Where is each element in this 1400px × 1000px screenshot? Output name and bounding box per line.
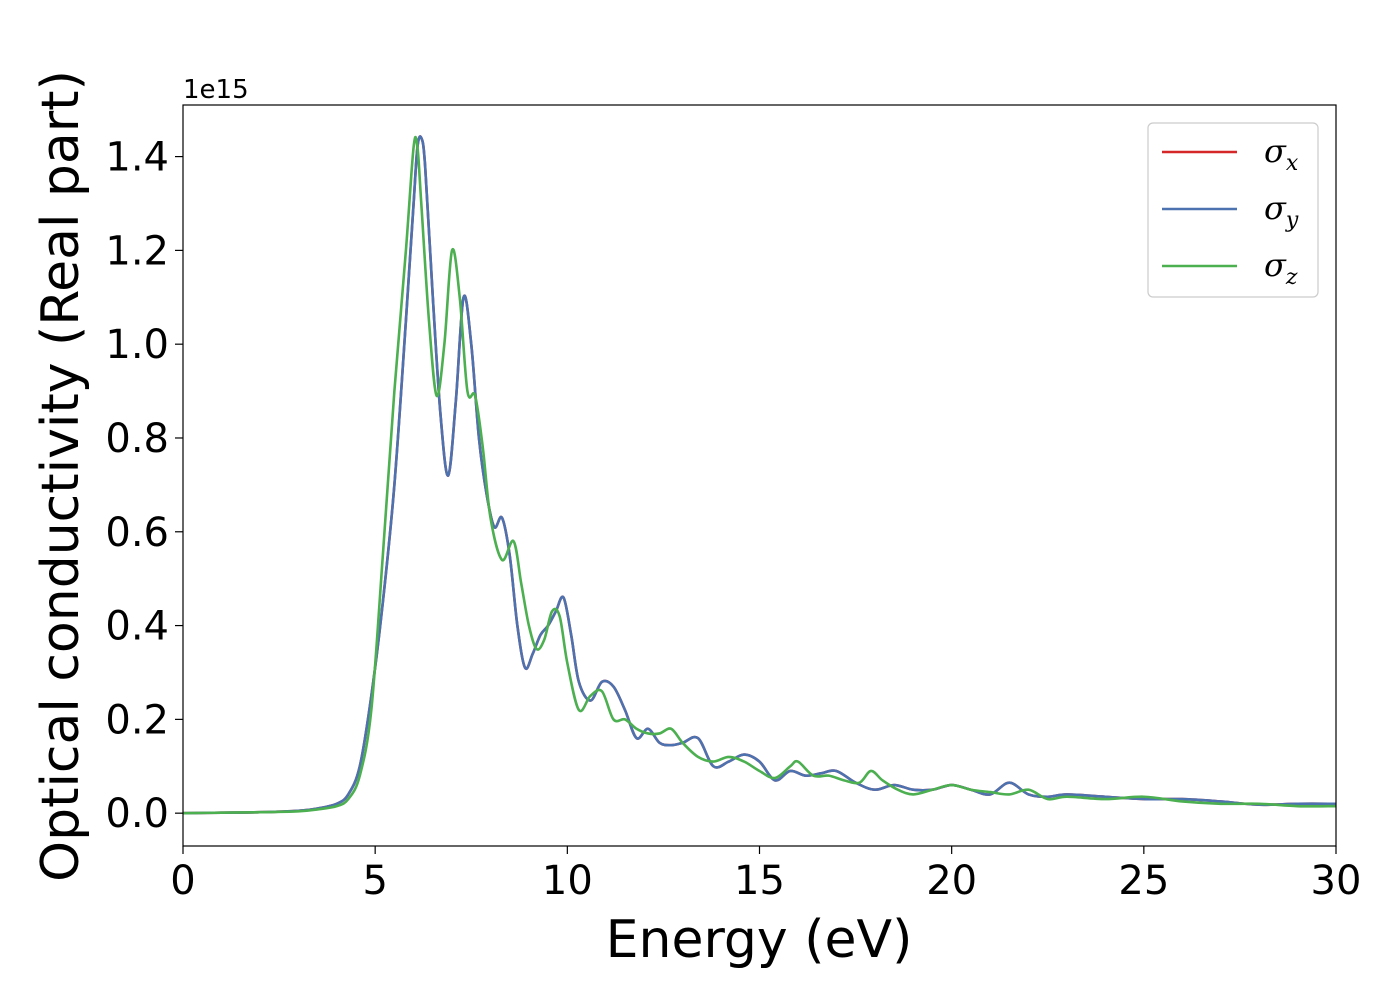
legend: σx σy σz xyxy=(1147,122,1319,298)
series-layer xyxy=(182,135,1337,815)
x-tick-label: 0 xyxy=(170,858,195,904)
y-tick-label: 0.0 xyxy=(105,791,169,837)
x-tick-label: 25 xyxy=(1118,858,1169,904)
legend-label-x: σx xyxy=(1264,132,1299,176)
y-tick-label: 0.6 xyxy=(105,510,169,556)
x-tick-label: 5 xyxy=(362,858,387,904)
y-tick-label: 1.0 xyxy=(105,322,169,368)
x-tick-label: 30 xyxy=(1311,858,1362,904)
y-offset-text: 1e15 xyxy=(183,75,249,105)
series-line-z xyxy=(182,135,1337,815)
legend-label-z: σz xyxy=(1264,246,1298,290)
y-tick-label: 0.8 xyxy=(105,416,169,462)
x-tick-label: 20 xyxy=(926,858,977,904)
y-axis-label: Optical conductivity (Real part) xyxy=(31,70,91,882)
y-tick-label: 0.2 xyxy=(105,697,169,743)
y-axis-ticks: 0.0 0.2 0.4 0.6 0.8 1.0 1.2 1.4 xyxy=(105,135,183,837)
y-tick-label: 1.2 xyxy=(105,228,169,274)
legend-label-y: σy xyxy=(1264,189,1299,233)
x-axis-ticks: 0 5 10 15 20 25 30 xyxy=(170,846,1361,904)
x-axis-label: Energy (eV) xyxy=(606,910,913,970)
x-tick-label: 15 xyxy=(734,858,785,904)
y-tick-label: 0.4 xyxy=(105,604,169,650)
y-tick-label: 1.4 xyxy=(105,135,169,181)
x-tick-label: 10 xyxy=(542,858,593,904)
